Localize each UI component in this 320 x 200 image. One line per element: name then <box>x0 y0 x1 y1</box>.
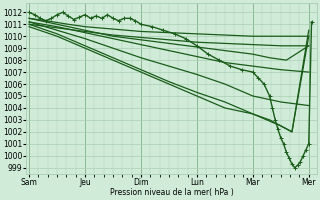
X-axis label: Pression niveau de la mer( hPa ): Pression niveau de la mer( hPa ) <box>110 188 234 197</box>
